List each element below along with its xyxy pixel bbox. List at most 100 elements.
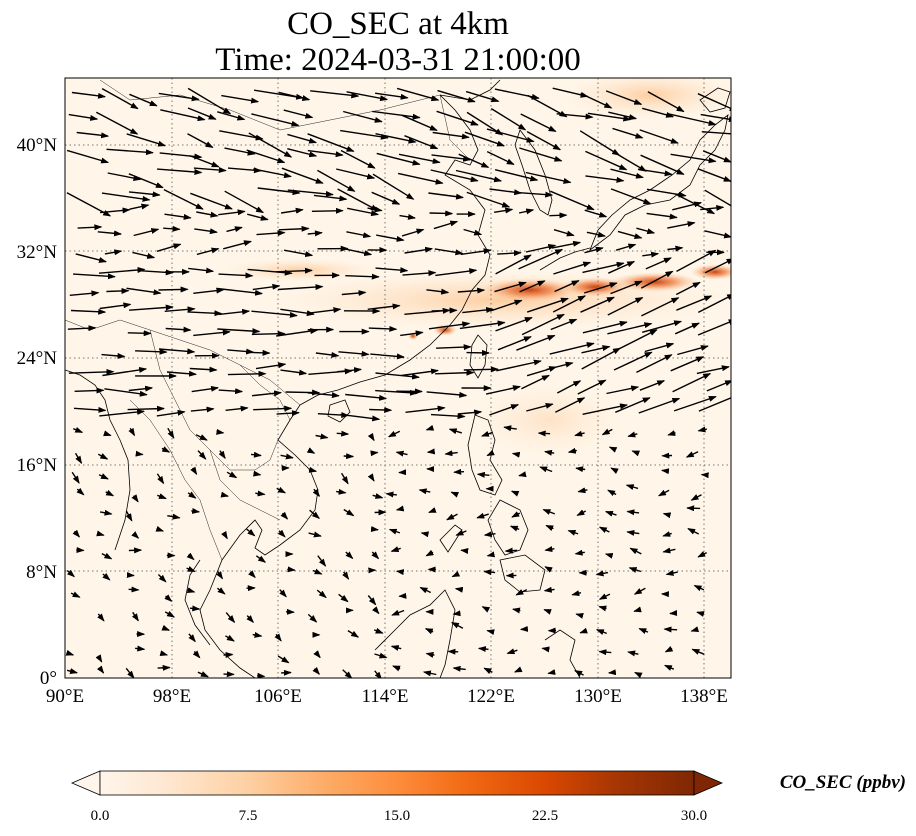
- wind-vector: [341, 472, 349, 485]
- wind-vector: [156, 409, 186, 417]
- wind-vector: [608, 111, 638, 120]
- wind-vector: [543, 608, 552, 615]
- wind-vector: [217, 328, 261, 335]
- wind-vector: [189, 154, 220, 168]
- wind-vector: [336, 168, 376, 180]
- wind-vector: [697, 426, 708, 433]
- wind-vector: [466, 191, 511, 208]
- wind-vector: [68, 368, 115, 375]
- wind-vector: [455, 169, 503, 183]
- co-haze-north: [560, 78, 731, 120]
- colorbar-extend-low: [70, 770, 101, 796]
- wind-vector: [693, 584, 705, 592]
- wind-vector: [164, 306, 196, 313]
- wind-vector: [697, 93, 731, 112]
- wind-vector: [190, 192, 233, 210]
- wind-vector: [225, 612, 236, 624]
- wind-vector: [690, 494, 702, 501]
- wind-vector: [395, 450, 408, 457]
- wind-vector: [598, 605, 607, 612]
- wind-vector: [687, 527, 700, 535]
- wind-vector: [193, 167, 227, 174]
- wind-vector: [187, 310, 223, 317]
- wind-vector: [542, 508, 556, 515]
- wind-vector: [633, 606, 642, 613]
- wind-vector: [674, 322, 700, 335]
- wind-vector: [429, 210, 454, 217]
- wind-vector: [312, 568, 323, 575]
- wind-vector: [664, 645, 674, 653]
- wind-vector: [541, 646, 550, 653]
- wind-vector: [247, 268, 293, 276]
- wind-vector: [662, 512, 672, 519]
- wind-vector: [192, 650, 201, 659]
- wind-vector: [191, 385, 219, 393]
- wind-vector: [76, 131, 110, 139]
- wind-vector: [102, 366, 148, 377]
- wind-vector: [425, 652, 435, 658]
- wind-vector: [483, 531, 496, 538]
- wind-vector: [164, 594, 173, 602]
- colorbar-tick-label: 30.0: [681, 808, 707, 824]
- wind-vector: [221, 530, 228, 540]
- lat-tick-label: 24°N: [17, 348, 58, 369]
- wind-vector: [280, 308, 315, 317]
- wind-vector: [252, 470, 262, 477]
- wind-vector: [343, 508, 355, 517]
- wind-vector: [697, 319, 731, 336]
- wind-vector: [95, 111, 139, 135]
- wind-vector: [66, 668, 78, 674]
- wind-vector: [218, 308, 251, 316]
- wind-vector: [613, 351, 653, 371]
- wind-vector: [225, 634, 235, 642]
- wind-vector: [343, 453, 355, 460]
- wind-vector: [494, 169, 539, 182]
- wind-vector: [187, 133, 214, 149]
- wind-vector: [135, 348, 168, 355]
- wind-vector: [278, 91, 311, 101]
- wind-vector: [388, 528, 401, 535]
- wind-vector: [128, 191, 161, 198]
- wind-vector: [480, 430, 493, 437]
- colorbar-label: CO_SEC (ppbv): [780, 772, 906, 793]
- wind-vector: [218, 209, 246, 216]
- wind-vector: [101, 192, 151, 202]
- colorbar: 0.0 7.5 15.0 22.5 30.0 CO_SEC (ppbv): [70, 770, 906, 824]
- wind-vector: [539, 466, 553, 473]
- wind-vector: [193, 329, 231, 337]
- wind-vector: [704, 189, 731, 207]
- wind-vector: [186, 566, 196, 573]
- wind-vector: [156, 473, 165, 485]
- wind-vector: [675, 281, 701, 296]
- wind-vector: [519, 147, 563, 162]
- wind-vector: [277, 655, 290, 664]
- wind-vector: [315, 433, 329, 440]
- wind-vector: [646, 188, 687, 198]
- wind-vector: [481, 606, 491, 613]
- wind-vector: [190, 406, 215, 413]
- wind-vector: [667, 245, 684, 252]
- wind-vector: [223, 651, 234, 658]
- wind-vector: [646, 212, 678, 220]
- wind-vector: [700, 113, 731, 123]
- co-haze-west: [220, 258, 380, 282]
- wind-vector: [375, 372, 420, 380]
- wind-vector: [585, 175, 625, 183]
- map-frame: [64, 77, 732, 679]
- wind-vector: [69, 290, 100, 297]
- wind-vector: [450, 491, 460, 498]
- wind-vector: [583, 282, 618, 294]
- wind-vector: [448, 428, 463, 435]
- wind-vector: [157, 664, 171, 671]
- wind-vector: [73, 426, 84, 434]
- wind-vector: [477, 646, 489, 653]
- wind-vector: [188, 267, 215, 274]
- wind-vector: [338, 350, 370, 357]
- wind-vector: [404, 246, 434, 254]
- wind-vector: [257, 187, 301, 196]
- wind-vector: [580, 92, 613, 109]
- wind-vector: [495, 316, 533, 332]
- wind-vector: [391, 609, 405, 616]
- wind-vector: [310, 307, 342, 314]
- wind-vector: [166, 370, 197, 377]
